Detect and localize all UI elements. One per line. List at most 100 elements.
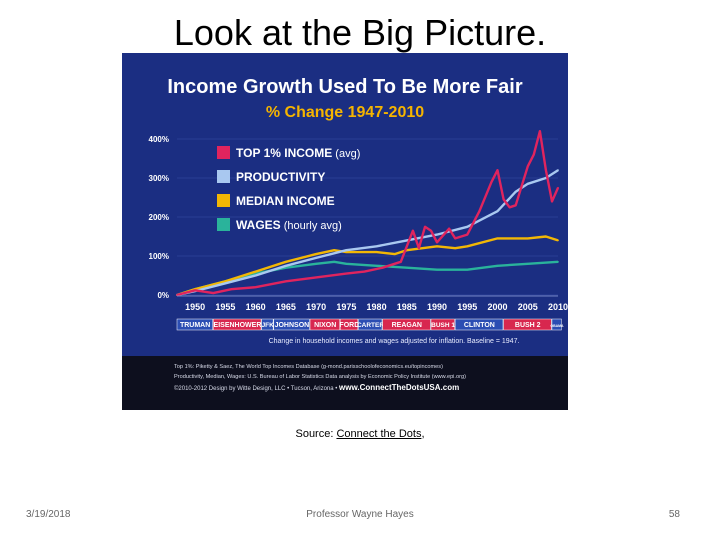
data-point-top1 — [411, 229, 414, 232]
legend-name: TOP 1% INCOME — [236, 146, 332, 160]
data-point-top1 — [496, 169, 499, 172]
data-point-productivity — [514, 190, 517, 193]
data-point-top1 — [454, 237, 457, 240]
data-point-top1 — [424, 225, 426, 228]
data-point-wages — [375, 264, 378, 267]
data-point-top1 — [176, 294, 178, 296]
data-point-wages — [254, 272, 257, 275]
president-label: BUSH 2 — [515, 322, 541, 329]
source-suffix: , — [421, 428, 425, 440]
y-axis-ticks: 0% 100% 200% 300% 400% — [149, 135, 169, 300]
footer-author: Professor Wayne Hayes — [306, 509, 414, 520]
data-point-top1 — [508, 206, 511, 209]
data-point-top1 — [526, 165, 529, 168]
credit-line-1: Top 1%: Piketty & Saez, The World Top In… — [174, 364, 443, 370]
president-segment — [261, 318, 274, 331]
data-point-median — [393, 253, 396, 255]
credit-line-3: ©2010-2012 Design by Witte Design, LLC •… — [174, 383, 459, 392]
x-tick-label: 1965 — [276, 302, 296, 312]
data-point-productivity — [254, 274, 257, 277]
source-caption: Source: Connect the Dots, — [0, 428, 720, 440]
data-point-median — [224, 280, 227, 283]
data-point-top1 — [538, 130, 541, 133]
data-point-top1 — [381, 266, 384, 269]
x-tick-label: 1960 — [246, 302, 266, 312]
data-point-top1 — [254, 286, 257, 289]
y-tick-label: 200% — [149, 213, 169, 222]
x-tick-label: 2005 — [518, 302, 538, 312]
data-point-productivity — [224, 282, 227, 285]
data-point-median — [284, 260, 287, 263]
legend-name: PRODUCTIVITY — [236, 170, 325, 184]
data-point-top1 — [315, 276, 317, 279]
y-tick-label: 100% — [149, 252, 169, 261]
data-point-productivity — [345, 249, 348, 252]
legend-swatch-top1 — [217, 146, 230, 159]
president-label: JOHNSON — [275, 322, 310, 329]
data-point-top1 — [418, 247, 420, 250]
data-point-productivity — [315, 257, 317, 259]
president-segment — [382, 318, 431, 331]
data-point-top1 — [436, 241, 438, 244]
legend-swatch-wages — [217, 218, 230, 231]
presidents-bar: TRUMAN EISENHOWER JFK JOHNSON NIXON FORDCARTE… — [176, 318, 564, 331]
president-label: TRUMAN — [180, 322, 210, 329]
data-point-median — [345, 251, 348, 254]
president-label: NIXON — [314, 322, 336, 329]
president-segment — [176, 318, 213, 331]
data-point-wages — [345, 262, 348, 265]
data-point-top1 — [532, 153, 535, 156]
data-point-wages — [466, 268, 469, 271]
data-point-median — [315, 253, 317, 255]
x-tick-label: 2000 — [488, 302, 508, 312]
president-segment — [340, 318, 359, 331]
footer-date: 3/19/2018 — [26, 509, 71, 520]
data-point-wages — [496, 264, 499, 267]
data-point-median — [496, 237, 499, 240]
page-number: 58 — [668, 509, 680, 520]
x-tick-label: 1985 — [397, 302, 417, 312]
x-tick-label: 1980 — [367, 302, 387, 312]
data-point-top1 — [430, 229, 432, 232]
data-point-productivity — [436, 233, 438, 236]
president-segment — [454, 318, 504, 331]
data-point-wages — [436, 268, 438, 271]
data-point-top1 — [490, 181, 493, 183]
chart-title: Income Growth Used To Be More Fair — [167, 76, 522, 98]
credit-line-2: Productivity, Median, Wages: U.S. Bureau… — [174, 374, 466, 380]
credit-line-3-text: ©2010-2012 Design by Witte Design, LLC •… — [174, 385, 339, 392]
president-label: CLINTON — [464, 322, 495, 329]
president-label: OBAMA — [550, 324, 564, 328]
data-point-top1 — [399, 260, 402, 263]
x-tick-label: 1950 — [185, 302, 205, 312]
president-segment — [273, 318, 310, 331]
slide-title: Look at the Big Picture. — [173, 12, 547, 53]
legend-name: MEDIAN INCOME — [236, 194, 335, 208]
president-label: FORD — [339, 322, 359, 329]
data-point-top1 — [230, 288, 233, 291]
data-point-wages — [405, 266, 408, 269]
president-label: JFK — [262, 322, 275, 329]
president-segment — [551, 318, 562, 331]
chart-image: Income Growth Used To Be More Fair % Cha… — [122, 53, 568, 410]
data-point-median — [454, 247, 457, 250]
credits-band — [122, 356, 568, 410]
data-point-top1 — [448, 227, 451, 230]
credit-url: www.ConnectTheDotsUSA.com — [338, 383, 459, 392]
x-tick-label: 1975 — [336, 302, 356, 312]
data-point-median — [333, 249, 336, 252]
data-point-top1 — [345, 272, 348, 275]
data-point-top1 — [557, 186, 559, 189]
data-point-top1 — [212, 292, 215, 294]
data-point-wages — [315, 262, 317, 265]
data-point-productivity — [466, 225, 469, 228]
y-tick-label: 0% — [157, 291, 169, 300]
y-tick-label: 300% — [149, 174, 169, 183]
legend-label-productivity: PRODUCTIVITY — [236, 170, 325, 184]
data-point-wages — [557, 260, 559, 263]
data-point-top1 — [466, 233, 469, 236]
x-axis-ticks: 1950 1955 1960 1965 1970 1975 1980 1985 1990 1995… — [177, 295, 568, 312]
data-point-median — [254, 270, 257, 273]
source-link[interactable]: Connect the Dots — [336, 428, 422, 440]
source-prefix: Source: — [295, 428, 337, 440]
